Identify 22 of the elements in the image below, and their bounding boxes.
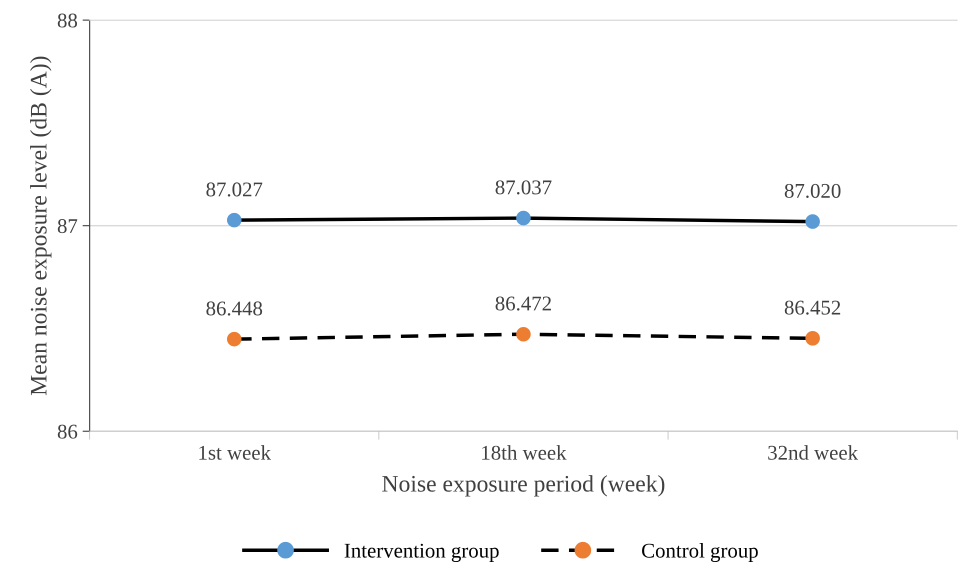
point: [805, 331, 820, 346]
data-label: 86.452: [784, 300, 840, 315]
x-tick-label: 1st week: [199, 445, 271, 460]
x-tick-label: 32nd week: [768, 445, 858, 460]
data-label: 87.037: [496, 180, 552, 194]
x-tick-label: 18th week: [482, 445, 567, 460]
y-tick-label: 87: [58, 219, 78, 234]
data-label: 87.020: [784, 184, 841, 198]
point: [226, 332, 242, 346]
data-label: 86.448: [206, 301, 262, 316]
y-tick-label: 88: [58, 14, 78, 28]
point: [516, 326, 531, 342]
legend-label: Intervention group: [344, 544, 499, 562]
point: [226, 212, 242, 228]
data-label: 86.472: [496, 296, 551, 311]
y-tick-label: 86: [58, 424, 78, 439]
y-axis-title: Mean noise exposure level (dB (A)): [30, 56, 52, 396]
point: [516, 210, 531, 226]
x-axis-title: Noise exposure period (week): [382, 475, 664, 497]
data-label: 87.027: [206, 182, 262, 197]
point: [805, 214, 820, 229]
legend-label: Control group: [642, 543, 758, 562]
